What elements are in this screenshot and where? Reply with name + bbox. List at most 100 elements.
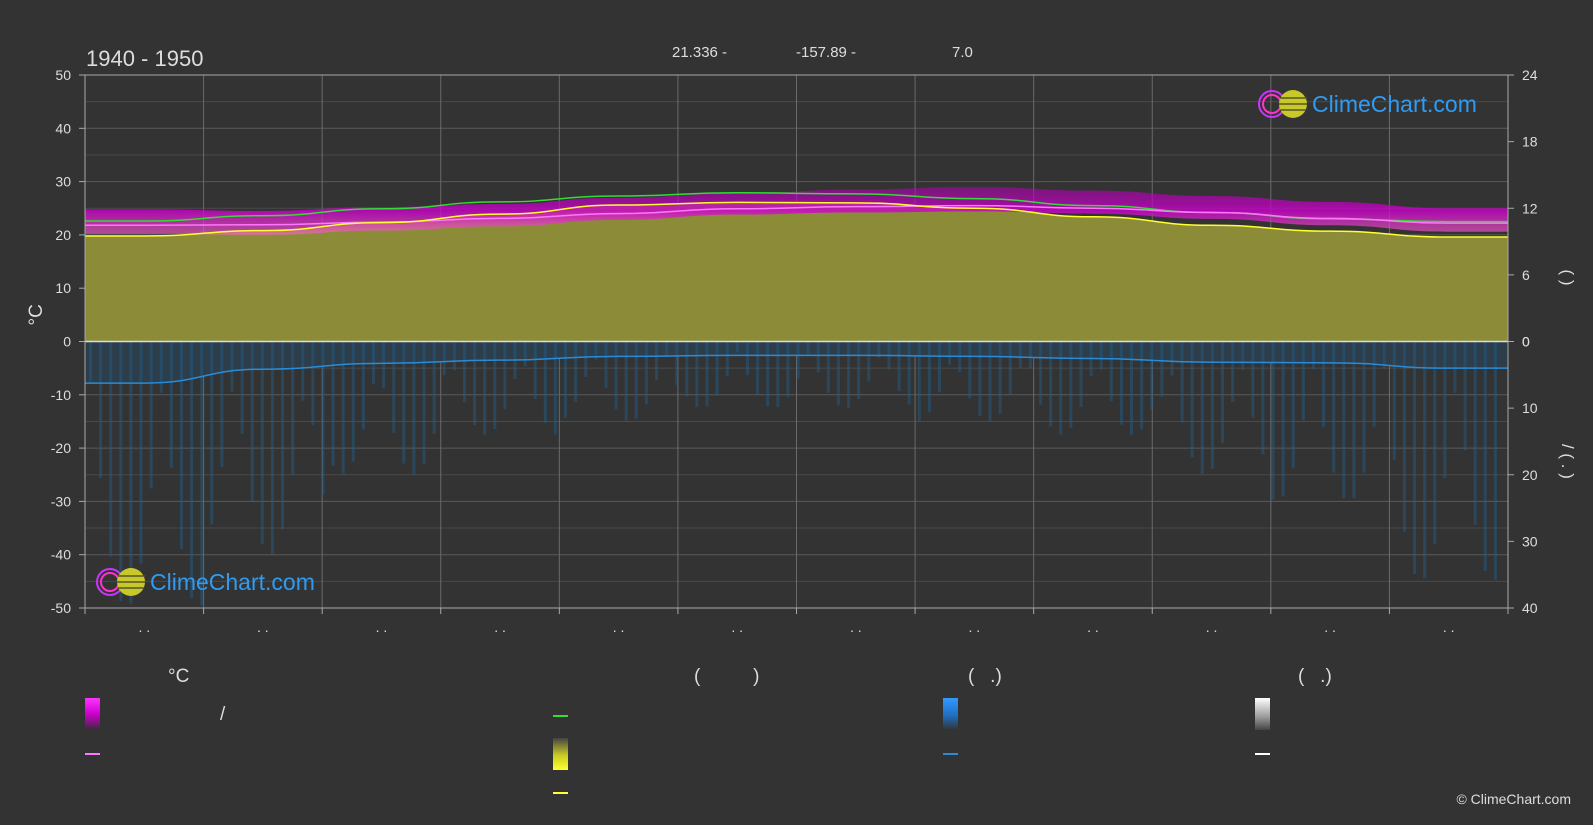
precipitation-bar	[1008, 341, 1012, 395]
precipitation-bar	[1322, 341, 1326, 427]
precipitation-bar	[826, 341, 830, 393]
precipitation-bar	[1463, 341, 1467, 451]
precipitation-bar	[533, 341, 537, 399]
precipitation-bar	[715, 341, 719, 396]
legend-snow-header: ( .)	[1298, 666, 1332, 687]
precipitation-bar	[432, 341, 436, 434]
precipitation-bar	[705, 341, 709, 407]
max-temp-line	[85, 201, 1508, 238]
precipitation-bar	[220, 341, 224, 468]
x-tick-label: . .	[731, 619, 743, 635]
precipitation-bar	[1241, 341, 1245, 371]
legend-temp-header: °C	[168, 666, 190, 687]
precipitation-bar	[725, 341, 729, 377]
legend-sunshine-swatch	[553, 738, 568, 770]
y-tick-label: 30	[55, 174, 71, 190]
precipitation-bar	[200, 341, 204, 606]
climechart-logo-icon	[96, 568, 145, 596]
legend-mean-temp-swatch	[85, 753, 100, 755]
precipitation-bar	[867, 341, 871, 382]
precipitation-bar	[1473, 341, 1477, 525]
precipitation-bar	[1301, 341, 1305, 421]
precipitation-bar	[1493, 341, 1497, 580]
precipitation-bar	[1099, 341, 1103, 370]
precipitation-bar	[1018, 341, 1022, 368]
precipitation-bar	[1210, 341, 1214, 469]
precipitation-bar	[816, 341, 820, 373]
precipitation-bar	[836, 341, 840, 406]
precipitation-bar	[1130, 341, 1134, 435]
mean-temp-line	[84, 204, 1508, 227]
longitude-label: -157.89 -	[796, 44, 857, 61]
x-tick-label: . .	[1206, 619, 1218, 635]
logo-text: ClimeChart.com	[150, 568, 315, 595]
y-tick-label: 0	[63, 334, 71, 350]
precipitation-bar	[1332, 341, 1336, 473]
precipitation-bar	[978, 341, 982, 416]
precipitation-bar	[452, 341, 456, 371]
precipitation-bar	[149, 341, 153, 489]
precipitation-bar	[250, 341, 254, 502]
precipitation-bar	[907, 341, 911, 405]
precipitation-bar	[1160, 341, 1164, 397]
precipitation-bar	[1200, 341, 1204, 474]
logo-bottom[interactable]: ClimeChart.com	[96, 566, 315, 598]
precipitation-bar	[604, 341, 608, 388]
precipitation-bar	[594, 341, 598, 360]
precipitation-bar	[462, 341, 466, 403]
precipitation-bar	[1231, 341, 1235, 402]
legend-sun-header: ( )	[694, 666, 760, 687]
precipitation-bar	[1362, 341, 1366, 473]
legend-slash: /	[220, 704, 226, 725]
precipitation-bar	[1049, 341, 1053, 427]
precipitation-bar	[179, 341, 183, 550]
x-tick-label: . .	[850, 619, 862, 635]
precipitation-bar	[1069, 341, 1073, 428]
precipitation-bar	[553, 341, 557, 435]
precipitation-bar	[1221, 341, 1224, 444]
legend-temp-range-swatch	[85, 698, 100, 730]
precipitation-bar	[948, 341, 952, 365]
precipitation-bar	[1039, 341, 1043, 405]
precipitation-bar	[1170, 341, 1174, 376]
y-tick-label: -30	[51, 493, 71, 509]
x-tick-label: . .	[1087, 619, 1099, 635]
precipitation-bar	[169, 341, 173, 468]
precipitation-bar	[806, 341, 810, 356]
precipitation-bar	[190, 341, 194, 599]
precipitation-bar	[1291, 341, 1295, 469]
precipitation-line	[84, 354, 1508, 384]
precipitation-bar	[1392, 341, 1396, 461]
precipitation-bar	[1372, 341, 1376, 427]
precipitation-bar	[493, 341, 497, 429]
logo-top[interactable]: ClimeChart.com	[1258, 88, 1477, 120]
precipitation-bar	[89, 341, 92, 382]
precipitation-bar	[1423, 341, 1427, 579]
right-top-axis-label: ( )	[1558, 270, 1577, 286]
precipitation-bar	[523, 341, 527, 367]
legend-rain-line-swatch	[943, 753, 958, 755]
precipitation-bar	[897, 341, 901, 391]
precipitation-bar	[695, 341, 699, 407]
precipitation-bar	[877, 341, 881, 358]
precipitation-bar	[634, 341, 638, 419]
legend-daylight-swatch	[553, 715, 568, 717]
x-tick-label: . .	[613, 619, 625, 635]
precipitation-area	[85, 341, 1508, 384]
x-tick-label: . .	[1324, 619, 1336, 635]
right-bottom-tick-label: 10	[1522, 400, 1538, 416]
precipitation-bar	[857, 341, 861, 400]
precipitation-bar	[442, 341, 446, 376]
elevation-label: 7.0	[952, 44, 973, 61]
right-bottom-tick-label: 20	[1522, 467, 1538, 483]
climechart-logo-icon	[1258, 90, 1307, 118]
precipitation-bar	[624, 341, 628, 421]
precipitation-bar	[988, 341, 992, 422]
logo-text: ClimeChart.com	[1312, 90, 1477, 117]
precipitation-bar	[786, 341, 790, 398]
y-tick-label: 20	[55, 227, 71, 243]
right-top-tick-label: 0	[1522, 334, 1530, 350]
precipitation-bar	[543, 341, 547, 424]
precipitation-bar	[301, 341, 305, 401]
